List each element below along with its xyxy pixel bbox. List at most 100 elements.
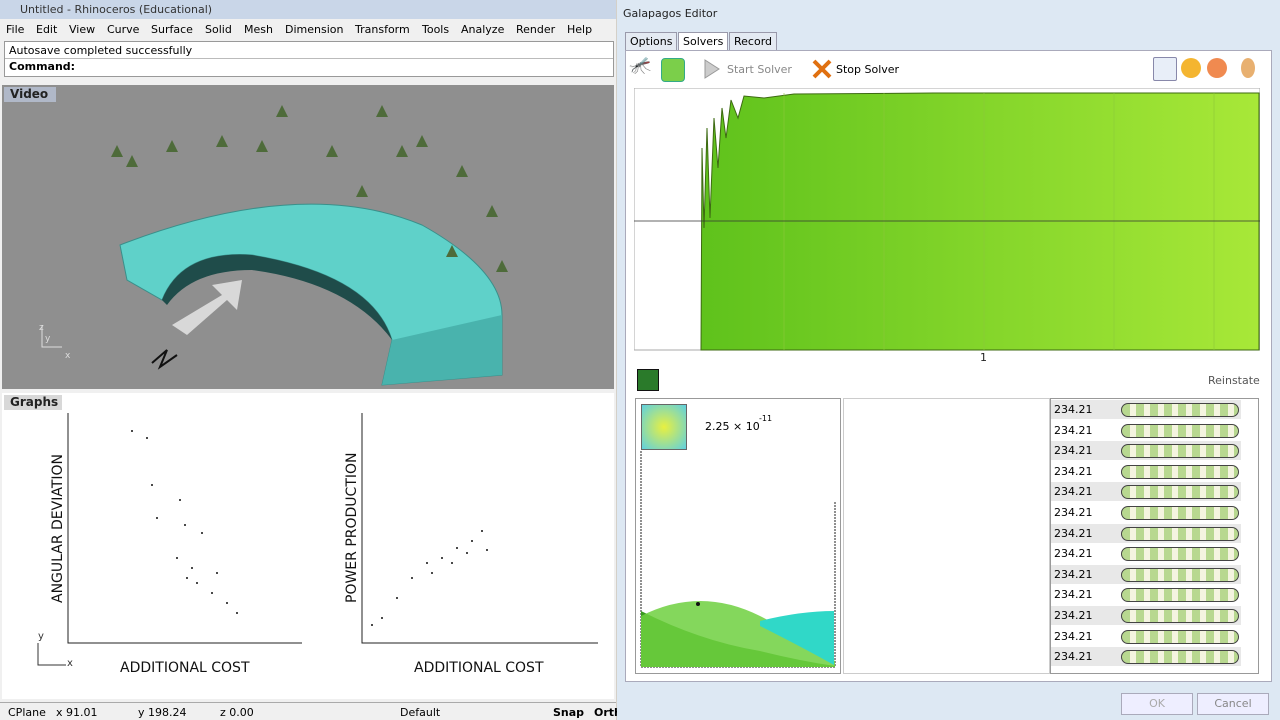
toolbar-icon[interactable] — [661, 58, 685, 82]
fitness-graph: 1 — [634, 88, 1260, 364]
menu-item[interactable]: Curve — [107, 23, 140, 36]
status-item[interactable]: Orth — [594, 706, 622, 719]
x-axis-label: ADDITIONAL COST — [414, 660, 544, 676]
stop-icon[interactable] — [811, 58, 833, 80]
menu-item[interactable]: Mesh — [244, 23, 273, 36]
genome-fitness: 234.21 — [1054, 588, 1093, 602]
status-bar: CPlane x 91.01 y 198.24 z 0.00 Default Snap Or… — [0, 702, 622, 720]
x-axis-label: ADDITIONAL COST — [120, 660, 250, 676]
tab[interactable]: Options — [625, 32, 678, 51]
genome-bar — [1121, 423, 1239, 438]
menu-item[interactable]: Surface — [151, 23, 193, 36]
menu-item[interactable]: Edit — [36, 23, 58, 36]
mode-button[interactable] — [1241, 58, 1255, 78]
graphs-viewport: Graphs ANGULAR DEVIATION ADDITIONAL COST… — [2, 393, 614, 699]
y-axis-label: POWER PRODUCTION — [344, 453, 360, 604]
status-item: y 198.24 — [138, 706, 187, 719]
next-button[interactable] — [637, 369, 659, 391]
mode-button[interactable] — [1207, 58, 1227, 78]
fitness-exponent: -11 — [759, 414, 773, 423]
genome-row[interactable]: 234.21 — [1051, 585, 1241, 605]
genome-bar — [1121, 567, 1239, 582]
tab[interactable]: Solvers — [678, 32, 729, 51]
status-item[interactable]: Snap — [553, 706, 585, 719]
generation-label: 1 — [980, 351, 987, 364]
mode-button[interactable] — [1181, 58, 1201, 78]
genome-row[interactable]: 234.21 — [1051, 523, 1241, 543]
axis-label: y — [45, 334, 51, 344]
fitness-value: 2.25 × 10 — [705, 420, 760, 433]
cancel-button[interactable]: Cancel — [1197, 693, 1269, 715]
genome-fitness: 234.21 — [1054, 506, 1093, 519]
axis-label: y — [38, 631, 44, 642]
play-icon[interactable] — [703, 59, 721, 79]
genome-row[interactable]: 234.21 — [1051, 400, 1241, 419]
ok-button[interactable]: OK — [1121, 693, 1193, 715]
reinstate-button[interactable]: Reinstate — [1208, 374, 1260, 387]
galapagos-window: Galapagos Editor Options Solvers Record 🦟 … — [617, 0, 1280, 720]
menu-item[interactable]: Analyze — [461, 23, 505, 36]
axis-label: x — [67, 658, 73, 669]
menu-item[interactable]: Transform — [355, 23, 410, 36]
stop-solver-button[interactable]: Stop Solver — [836, 63, 900, 76]
genome-row[interactable]: 234.21 — [1051, 564, 1241, 584]
command-prompt[interactable]: Command: — [9, 60, 76, 73]
status-item: x 91.01 — [56, 706, 98, 719]
command-area: Autosave completed successfully Command: — [4, 41, 614, 77]
genome-fitness: 234.21 — [1054, 526, 1093, 540]
genome-row[interactable]: 234.21 — [1051, 441, 1241, 461]
menu-item[interactable]: Solid — [205, 23, 232, 36]
toolbar-icon[interactable]: 🦟 — [629, 55, 652, 76]
menu-item[interactable]: Help — [567, 23, 593, 36]
viewport-title: Video — [10, 87, 48, 101]
genome-fitness: 234.21 — [1054, 629, 1093, 643]
genome-bar — [1121, 403, 1239, 417]
title-bar: Untitled - Rhinoceros (Educational) — [0, 0, 616, 19]
rhino-window: Untitled - Rhinoceros (Educational) File… — [0, 0, 622, 720]
menu-item[interactable]: View — [69, 23, 96, 36]
genome-fitness: 234.21 — [1054, 485, 1093, 499]
genome-row[interactable]: 234.21 — [1051, 420, 1241, 440]
genome-bar — [1121, 588, 1239, 603]
genome-row[interactable]: 234.21 — [1051, 626, 1241, 646]
tab-bar: Options Solvers Record — [625, 32, 805, 51]
status-item[interactable]: Default — [400, 706, 441, 719]
tab[interactable]: Record — [729, 32, 778, 51]
status-item: CPlane — [8, 706, 46, 719]
menu-item[interactable]: Dimension — [285, 23, 344, 36]
menu-bar: File Edit View Curve Surface Solid Mesh Dimensi… — [0, 20, 616, 38]
menu-item[interactable]: Render — [516, 23, 556, 36]
genome-fitness: 234.21 — [1054, 547, 1093, 561]
menu-item[interactable]: Tools — [422, 23, 450, 36]
genome-list: 234.21 234.21 234.21 234.21 234.21 234.21 234.… — [1050, 398, 1259, 674]
message: Autosave completed successfully — [9, 44, 193, 57]
genome-bar — [1121, 526, 1239, 541]
genome-fitness: 234.21 — [1054, 650, 1093, 664]
genome-row[interactable]: 234.21 — [1051, 482, 1241, 502]
axis-label: x — [65, 351, 71, 361]
genome-fitness: 234.21 — [1054, 444, 1093, 458]
window-title: Untitled - Rhinoceros (Educational) — [20, 3, 213, 16]
genome-bar — [1121, 464, 1239, 479]
genome-bar — [1121, 650, 1239, 665]
genome-bar — [1121, 506, 1239, 520]
video-viewport: Video z y x — [2, 85, 614, 389]
start-solver-button[interactable]: Start Solver — [727, 63, 792, 76]
genome-bar — [1121, 444, 1239, 459]
genome-bar — [1121, 485, 1239, 500]
genome-row[interactable]: 234.21 — [1051, 647, 1241, 667]
genome-row[interactable]: 234.21 — [1051, 606, 1241, 625]
genome-bar — [1121, 629, 1239, 644]
genome-fitness: 234.21 — [1054, 403, 1093, 416]
menu-item[interactable]: File — [6, 23, 25, 36]
axis-label: z — [39, 323, 44, 333]
status-item: z 0.00 — [220, 706, 254, 719]
empty-panel — [843, 398, 1050, 674]
mode-button[interactable] — [1153, 57, 1177, 81]
genome-row[interactable]: 234.21 — [1051, 544, 1241, 564]
genome-row[interactable]: 234.21 — [1051, 503, 1241, 522]
genome-fitness: 234.21 — [1054, 567, 1093, 581]
genome-row[interactable]: 234.21 — [1051, 461, 1241, 481]
genome-bar — [1121, 609, 1239, 623]
